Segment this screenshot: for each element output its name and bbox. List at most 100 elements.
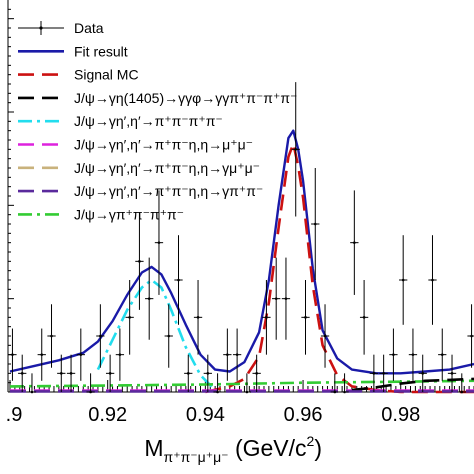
data-point-marker [333, 390, 337, 394]
data-point [27, 373, 37, 394]
data-point-marker [138, 260, 141, 263]
data-point [223, 328, 232, 381]
data-point-marker [294, 148, 298, 151]
data-point [311, 168, 320, 280]
data-point-marker [343, 390, 346, 394]
x-axis-label-main: M [144, 435, 163, 461]
data-point [203, 354, 212, 392]
data-point-marker [245, 390, 249, 394]
data-point-marker [206, 372, 210, 375]
data-point-marker [470, 334, 473, 338]
data-point [145, 257, 154, 340]
data-point-marker [421, 372, 425, 375]
legend-entry-j-5: J/ψ→γη′,η′→π⁺π⁻η,η→μ⁺μ⁻ [18, 137, 253, 153]
data-point-marker [108, 372, 112, 375]
legend-label: J/ψ→γη′,η′→π⁺π⁻η,η→μ⁺μ⁻ [74, 137, 253, 153]
x-axis-label-sub: π⁺π⁻μ⁺μ⁻ [164, 449, 229, 465]
data-point [457, 373, 466, 394]
x-tick-label: 0.96 [284, 404, 323, 426]
data-point [350, 190, 359, 295]
data-point-marker [79, 353, 83, 356]
data-point [262, 280, 271, 355]
data-point-marker [372, 372, 376, 375]
data-point [320, 304, 330, 368]
data-point [399, 235, 408, 325]
data-point [389, 328, 398, 381]
data-point-marker [69, 372, 73, 375]
data-point-marker [226, 353, 229, 356]
data-point-marker [50, 334, 53, 338]
data-point [418, 354, 427, 392]
data-point-marker [157, 241, 161, 244]
data-point-marker [196, 316, 200, 319]
data-point [428, 235, 437, 325]
data-point [66, 354, 76, 392]
data-point [408, 328, 418, 381]
legend-label: Fit result [74, 43, 128, 59]
x-axis-label-sup: 2 [307, 433, 315, 449]
legend-entry-data-0: Data [18, 20, 104, 36]
legend-entry-j-8: J/ψ→γπ⁺π⁻π⁺π⁻ [18, 206, 184, 222]
data-point [232, 328, 242, 381]
data-point [76, 328, 85, 381]
data-point [47, 304, 56, 368]
data-point-marker [460, 390, 464, 394]
data-point [86, 373, 95, 394]
x-axis-label: Mπ⁺π⁻μ⁺μ⁻ (GeV/c2) [144, 433, 322, 465]
x-axis-label-close: ) [314, 435, 322, 461]
legend-label: J/ψ→γη(1405)→γγφ→γγπ⁺π⁻π⁺π⁻ [74, 90, 297, 106]
data-point [135, 212, 144, 310]
x-tick-label: 0.98 [381, 404, 420, 426]
data-point [359, 280, 369, 355]
legend-entry-j-7: J/ψ→γη′,η′→π⁺π⁻η,η→γπ⁺π⁻ [18, 183, 263, 199]
data-point [272, 257, 281, 340]
data-point [125, 280, 134, 355]
data-point-marker [440, 353, 444, 356]
legend-entry-signal-mc-2: Signal MC [18, 67, 139, 83]
legend-label: Data [74, 20, 104, 36]
legend-label: J/ψ→γπ⁺π⁻π⁺π⁻ [74, 206, 184, 222]
legend-label: J/ψ→γη′,η′→π⁺π⁻η,η→γμ⁺μ⁻ [74, 160, 260, 176]
data-point-marker [362, 316, 366, 319]
data-point-marker [20, 372, 24, 375]
data-point [281, 257, 291, 340]
data-point-marker [99, 334, 102, 338]
curve-fit-result [9, 129, 474, 375]
data-point [213, 373, 222, 394]
data-point-marker [11, 353, 14, 356]
x-tick-label: .9 [6, 404, 23, 426]
data-point [447, 354, 457, 392]
data-point [96, 304, 105, 368]
data-point-marker [274, 297, 278, 300]
data-point-marker [118, 353, 122, 356]
data-point-marker [382, 372, 385, 375]
data-point [438, 328, 447, 381]
legend-entry-j-6: J/ψ→γη′,η′→π⁺π⁻η,η→γμ⁺μ⁻ [18, 160, 260, 176]
data-point [340, 373, 349, 394]
data-point-marker [147, 297, 151, 300]
data-point-marker [323, 334, 327, 338]
data-point-marker [30, 390, 34, 394]
data-point-marker [411, 353, 415, 356]
data-point [379, 354, 388, 392]
legend-entry-fit-result-1: Fit result [18, 43, 128, 59]
curve-signal-mc [205, 142, 474, 394]
data-point [154, 190, 164, 295]
data-point [301, 280, 310, 355]
data-point [37, 328, 46, 381]
legend-label: J/ψ→γη′,η′→π⁺π⁻π⁺π⁻ [74, 113, 223, 129]
data-point [184, 354, 193, 392]
x-axis-label-unit: (GeV/c [229, 435, 307, 461]
data-point [193, 280, 203, 355]
x-tick-label: 0.94 [186, 404, 225, 426]
data-point [8, 328, 17, 381]
data-point-marker [450, 372, 454, 375]
data-point-marker [255, 372, 258, 375]
data-point-marker [177, 278, 180, 282]
data-point-marker [59, 372, 63, 375]
legend-label: Signal MC [74, 67, 139, 83]
data-point-marker [167, 334, 171, 338]
data-point-marker [353, 241, 356, 244]
data-point-marker [89, 390, 92, 394]
